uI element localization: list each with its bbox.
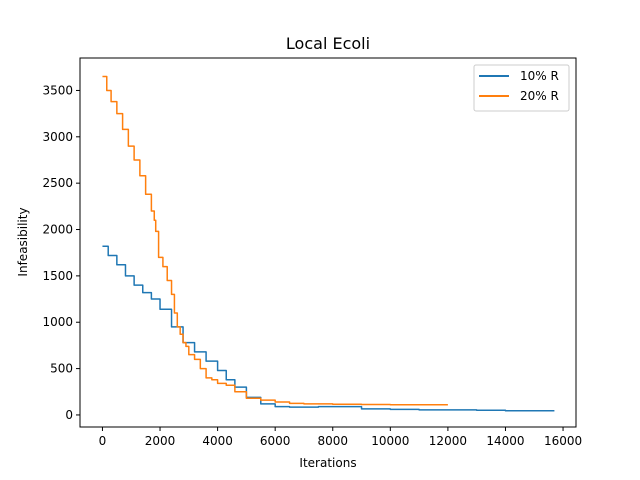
x-axis: 0 2000 4000 6000 8000 10000 12000 14000 16000 [99, 427, 582, 448]
x-tick-label: 10000 [371, 434, 409, 448]
series-line-1 [102, 245, 555, 412]
y-tick-label: 1500 [42, 269, 73, 283]
x-tick-label: 6000 [260, 434, 291, 448]
series-layer [102, 75, 555, 412]
series-line-2 [102, 75, 448, 406]
x-tick-label: 0 [99, 434, 107, 448]
y-tick-label: 2500 [42, 176, 73, 190]
y-tick-label: 500 [50, 362, 73, 376]
y-tick-label: 2000 [42, 223, 73, 237]
x-tick-label: 2000 [145, 434, 176, 448]
x-axis-label: Iterations [299, 456, 356, 470]
y-tick-label: 3500 [42, 83, 73, 97]
y-axis-label: Infeasibility [16, 207, 30, 276]
y-tick-label: 3000 [42, 130, 73, 144]
y-tick-label: 1000 [42, 315, 73, 329]
y-tick-label: 0 [65, 408, 73, 422]
x-tick-label: 14000 [486, 434, 524, 448]
x-tick-label: 12000 [429, 434, 467, 448]
legend: 10% R 20% R [473, 64, 570, 112]
x-tick-label: 4000 [202, 434, 233, 448]
plot-frame [79, 57, 577, 428]
x-tick-label: 8000 [317, 434, 348, 448]
y-axis: 0 500 1000 1500 2000 2500 3000 3500 [42, 83, 80, 422]
legend-label-1: 10% R [520, 69, 559, 83]
x-tick-label: 16000 [544, 434, 582, 448]
chart-title: Local Ecoli [286, 34, 370, 53]
legend-label-2: 20% R [520, 89, 559, 103]
